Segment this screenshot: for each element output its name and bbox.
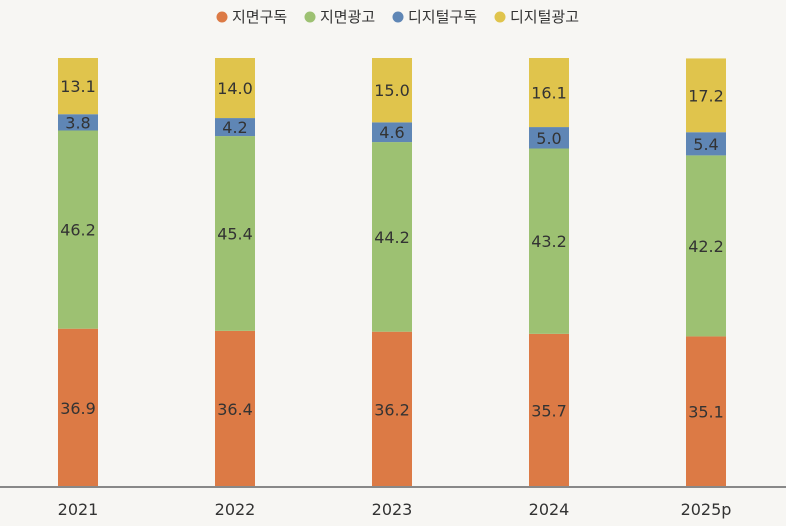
bar-segment [529, 127, 569, 149]
bar-segment [372, 58, 412, 123]
bar-segment [529, 148, 569, 334]
data-label: 44.2 [374, 228, 410, 247]
bar-segment [215, 136, 255, 331]
legend-item: 디지털구독 [392, 8, 477, 26]
data-label: 16.1 [531, 84, 567, 103]
data-label: 36.4 [217, 400, 253, 419]
legend-swatch [304, 11, 316, 23]
data-label: 35.7 [531, 401, 567, 420]
legend-swatch [392, 11, 404, 23]
legend-swatch [216, 11, 228, 23]
bar-segment [215, 118, 255, 137]
bar-segment [686, 155, 726, 337]
data-label: 13.1 [60, 77, 96, 96]
legend-label: 지면구독 [232, 8, 287, 26]
bar-segment [58, 114, 98, 131]
bar-segment [529, 333, 569, 487]
bar-stack: 36.4 45.4 4.2 14.0 [215, 58, 255, 487]
bar-stack: 36.2 44.2 4.6 15.0 [372, 58, 412, 487]
bar-segment [529, 58, 569, 128]
data-label: 15.0 [374, 81, 410, 100]
data-label: 4.2 [222, 118, 247, 137]
x-axis-tick-labels: 2021 2022 2023 2024 2025p [58, 500, 732, 519]
data-label: 42.2 [688, 237, 724, 256]
legend-label: 지면광고 [320, 8, 375, 26]
bar-segment [372, 331, 412, 487]
bar-stacks: 36.9 46.2 3.8 13.1 36.4 45.4 4.2 14.0 36.2 44.2 4.… [58, 58, 726, 487]
bar-segment [58, 130, 98, 329]
bar-segment [215, 330, 255, 487]
chart-legend: 지면구독 지면광고 디지털구독 디지털광고 [216, 8, 579, 26]
legend-item: 지면구독 [216, 8, 287, 26]
data-label: 46.2 [60, 221, 96, 240]
x-tick-label: 2021 [58, 500, 99, 519]
bar-segment [372, 122, 412, 143]
legend-label: 디지털구독 [408, 8, 477, 26]
bar-segment [58, 328, 98, 487]
bar-segment [686, 132, 726, 156]
x-tick-label: 2025p [681, 500, 732, 519]
bar-stack: 36.9 46.2 3.8 13.1 [58, 58, 98, 487]
bar-segment [686, 58, 726, 133]
data-label: 36.9 [60, 399, 96, 418]
legend-swatch [494, 11, 506, 23]
bar-segment [215, 58, 255, 119]
bar-stack: 35.7 43.2 5.0 16.1 [529, 58, 569, 487]
x-tick-label: 2022 [215, 500, 256, 519]
legend-label: 디지털광고 [510, 8, 579, 26]
data-label: 43.2 [531, 232, 567, 251]
x-tick-label: 2024 [529, 500, 570, 519]
bar-stack: 35.1 42.2 5.4 17.2 [686, 58, 726, 487]
data-label: 4.6 [379, 123, 404, 142]
data-label: 35.1 [688, 403, 724, 422]
data-label: 5.0 [536, 129, 561, 148]
data-label: 3.8 [65, 113, 90, 132]
data-label: 17.2 [688, 86, 724, 105]
data-label: 36.2 [374, 400, 410, 419]
bar-segment [372, 142, 412, 332]
legend-item: 디지털광고 [494, 8, 579, 26]
data-label: 5.4 [693, 135, 718, 154]
bar-segment [58, 58, 98, 115]
legend-item: 지면광고 [304, 8, 375, 26]
data-label: 45.4 [217, 224, 253, 243]
x-tick-label: 2023 [372, 500, 413, 519]
bar-segment [686, 336, 726, 487]
data-label: 14.0 [217, 79, 253, 98]
